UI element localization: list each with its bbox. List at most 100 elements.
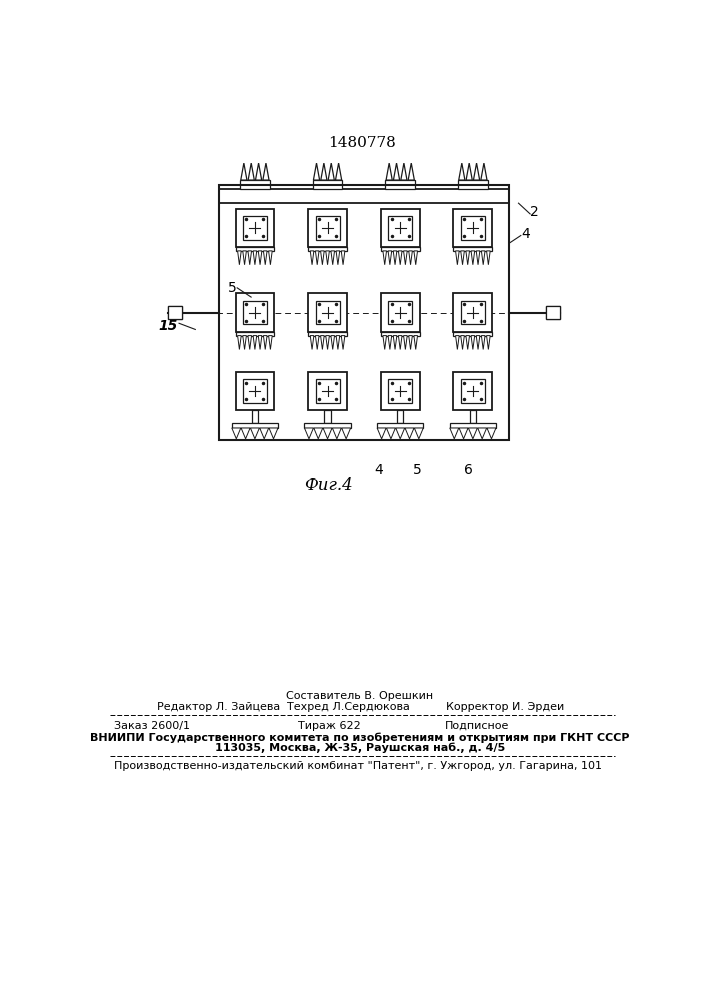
Text: Корректор И. Эрдеи: Корректор И. Эрдеи xyxy=(446,702,565,712)
Polygon shape xyxy=(478,428,486,439)
Text: Редактор Л. Зайцева: Редактор Л. Зайцева xyxy=(156,702,280,712)
Polygon shape xyxy=(259,428,269,439)
Polygon shape xyxy=(377,428,386,439)
Polygon shape xyxy=(486,336,490,349)
Polygon shape xyxy=(461,216,485,240)
Polygon shape xyxy=(396,428,404,439)
Text: 2: 2 xyxy=(530,205,539,219)
Text: 4: 4 xyxy=(521,227,530,241)
Polygon shape xyxy=(315,216,339,240)
Polygon shape xyxy=(168,306,182,319)
Polygon shape xyxy=(248,251,252,265)
Polygon shape xyxy=(218,185,509,440)
Polygon shape xyxy=(383,336,387,349)
Polygon shape xyxy=(252,410,258,423)
Polygon shape xyxy=(477,251,480,265)
Polygon shape xyxy=(414,428,423,439)
Polygon shape xyxy=(461,251,464,265)
Polygon shape xyxy=(269,336,272,349)
Polygon shape xyxy=(393,251,397,265)
Polygon shape xyxy=(450,428,459,439)
Polygon shape xyxy=(325,410,331,423)
Polygon shape xyxy=(320,251,325,265)
Polygon shape xyxy=(481,251,485,265)
Polygon shape xyxy=(235,332,274,336)
Text: ВНИИПИ Государственного комитета по изобретениям и открытиям при ГКНТ СССР: ВНИИПИ Государственного комитета по изоб… xyxy=(90,732,629,743)
Polygon shape xyxy=(243,251,246,265)
Polygon shape xyxy=(459,428,468,439)
Polygon shape xyxy=(474,163,479,180)
Polygon shape xyxy=(235,372,274,410)
Polygon shape xyxy=(243,301,267,324)
Polygon shape xyxy=(269,251,272,265)
Polygon shape xyxy=(238,251,241,265)
Polygon shape xyxy=(404,251,407,265)
Polygon shape xyxy=(377,423,423,428)
Text: 5: 5 xyxy=(228,281,237,295)
Polygon shape xyxy=(397,410,403,423)
Text: 4: 4 xyxy=(375,463,383,477)
Polygon shape xyxy=(383,251,387,265)
Polygon shape xyxy=(399,251,402,265)
Polygon shape xyxy=(401,163,407,180)
Text: Производственно-издательский комбинат "Патент", г. Ужгород, ул. Гагарина, 101: Производственно-издательский комбинат "П… xyxy=(114,761,602,771)
Polygon shape xyxy=(250,428,259,439)
Polygon shape xyxy=(241,163,247,180)
Polygon shape xyxy=(326,251,329,265)
Polygon shape xyxy=(459,163,465,180)
Polygon shape xyxy=(331,251,334,265)
Text: 113035, Москва, Ж-35, Раушская наб., д. 4/5: 113035, Москва, Ж-35, Раушская наб., д. … xyxy=(214,742,505,753)
Polygon shape xyxy=(546,306,559,319)
Polygon shape xyxy=(336,163,341,180)
Polygon shape xyxy=(486,251,490,265)
Polygon shape xyxy=(315,251,319,265)
Polygon shape xyxy=(381,247,419,251)
Polygon shape xyxy=(469,410,476,423)
Polygon shape xyxy=(304,423,351,428)
Polygon shape xyxy=(332,428,341,439)
Polygon shape xyxy=(264,251,267,265)
Polygon shape xyxy=(312,180,342,189)
Text: Составитель В. Орешкин: Составитель В. Орешкин xyxy=(286,691,433,701)
Text: Тираж 622: Тираж 622 xyxy=(298,721,361,731)
Polygon shape xyxy=(388,379,412,403)
Polygon shape xyxy=(326,336,329,349)
Text: 1480778: 1480778 xyxy=(328,136,396,150)
Polygon shape xyxy=(471,251,474,265)
Text: 5: 5 xyxy=(414,463,422,477)
Text: 6: 6 xyxy=(464,463,472,477)
Text: 15: 15 xyxy=(158,319,177,333)
Polygon shape xyxy=(248,336,252,349)
Polygon shape xyxy=(481,163,487,180)
Polygon shape xyxy=(477,336,480,349)
Polygon shape xyxy=(487,428,496,439)
Polygon shape xyxy=(388,301,412,324)
Polygon shape xyxy=(253,251,257,265)
Polygon shape xyxy=(388,336,392,349)
Text: Техред Л.Сердюкова: Техред Л.Сердюкова xyxy=(287,702,409,712)
Polygon shape xyxy=(308,372,347,410)
Polygon shape xyxy=(453,372,492,410)
Polygon shape xyxy=(323,428,332,439)
Polygon shape xyxy=(461,301,485,324)
Polygon shape xyxy=(481,336,485,349)
Polygon shape xyxy=(393,163,399,180)
Polygon shape xyxy=(414,336,418,349)
Polygon shape xyxy=(310,336,314,349)
Polygon shape xyxy=(321,163,327,180)
Polygon shape xyxy=(315,379,339,403)
Polygon shape xyxy=(458,180,488,189)
Polygon shape xyxy=(258,251,262,265)
Polygon shape xyxy=(388,216,412,240)
Polygon shape xyxy=(310,251,314,265)
Polygon shape xyxy=(455,336,459,349)
Polygon shape xyxy=(546,306,559,319)
Polygon shape xyxy=(341,251,345,265)
Polygon shape xyxy=(240,180,269,189)
Polygon shape xyxy=(235,293,274,332)
Polygon shape xyxy=(450,423,496,428)
Polygon shape xyxy=(238,336,241,349)
Polygon shape xyxy=(341,428,351,439)
Polygon shape xyxy=(388,251,392,265)
Polygon shape xyxy=(387,428,395,439)
